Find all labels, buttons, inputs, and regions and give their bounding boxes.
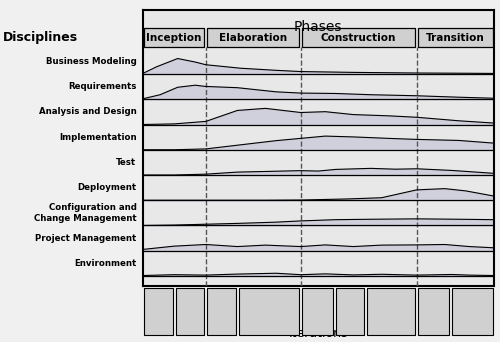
Text: Business Modeling: Business Modeling (46, 57, 136, 66)
FancyBboxPatch shape (207, 28, 300, 48)
Text: Elaboration: Elaboration (219, 33, 288, 43)
Text: Requirements: Requirements (68, 82, 136, 91)
Text: Const
#1: Const #1 (305, 301, 330, 320)
Text: Phases: Phases (294, 20, 343, 34)
Text: Const
#n: Const #n (379, 301, 404, 320)
Text: Tran
#1: Tran #1 (424, 301, 443, 320)
Text: Elab
#1: Elab #1 (212, 301, 231, 320)
Text: Iterations: Iterations (288, 327, 348, 340)
Text: Tran
#n: Tran #n (462, 301, 481, 320)
Text: Incep
#n: Incep #n (178, 301, 202, 320)
FancyBboxPatch shape (418, 28, 492, 48)
Text: Disciplines: Disciplines (2, 31, 78, 44)
Text: Test: Test (116, 158, 136, 167)
FancyBboxPatch shape (302, 28, 416, 48)
Text: Incep
#1: Incep #1 (146, 301, 170, 320)
Text: Construction: Construction (321, 33, 396, 43)
Text: Deployment: Deployment (78, 183, 136, 192)
Text: Environment: Environment (74, 259, 136, 268)
Text: Inception: Inception (146, 33, 202, 43)
Text: Implementation: Implementation (59, 133, 136, 142)
Text: Project Management: Project Management (35, 234, 136, 242)
Text: Const
#2: Const #2 (338, 301, 362, 320)
Text: Analysis and Design: Analysis and Design (38, 107, 136, 116)
Text: Transition: Transition (426, 33, 484, 43)
FancyBboxPatch shape (144, 28, 204, 48)
Text: Elab
#n: Elab #n (260, 301, 278, 320)
Text: Configuration and
Change Management: Configuration and Change Management (34, 203, 136, 223)
